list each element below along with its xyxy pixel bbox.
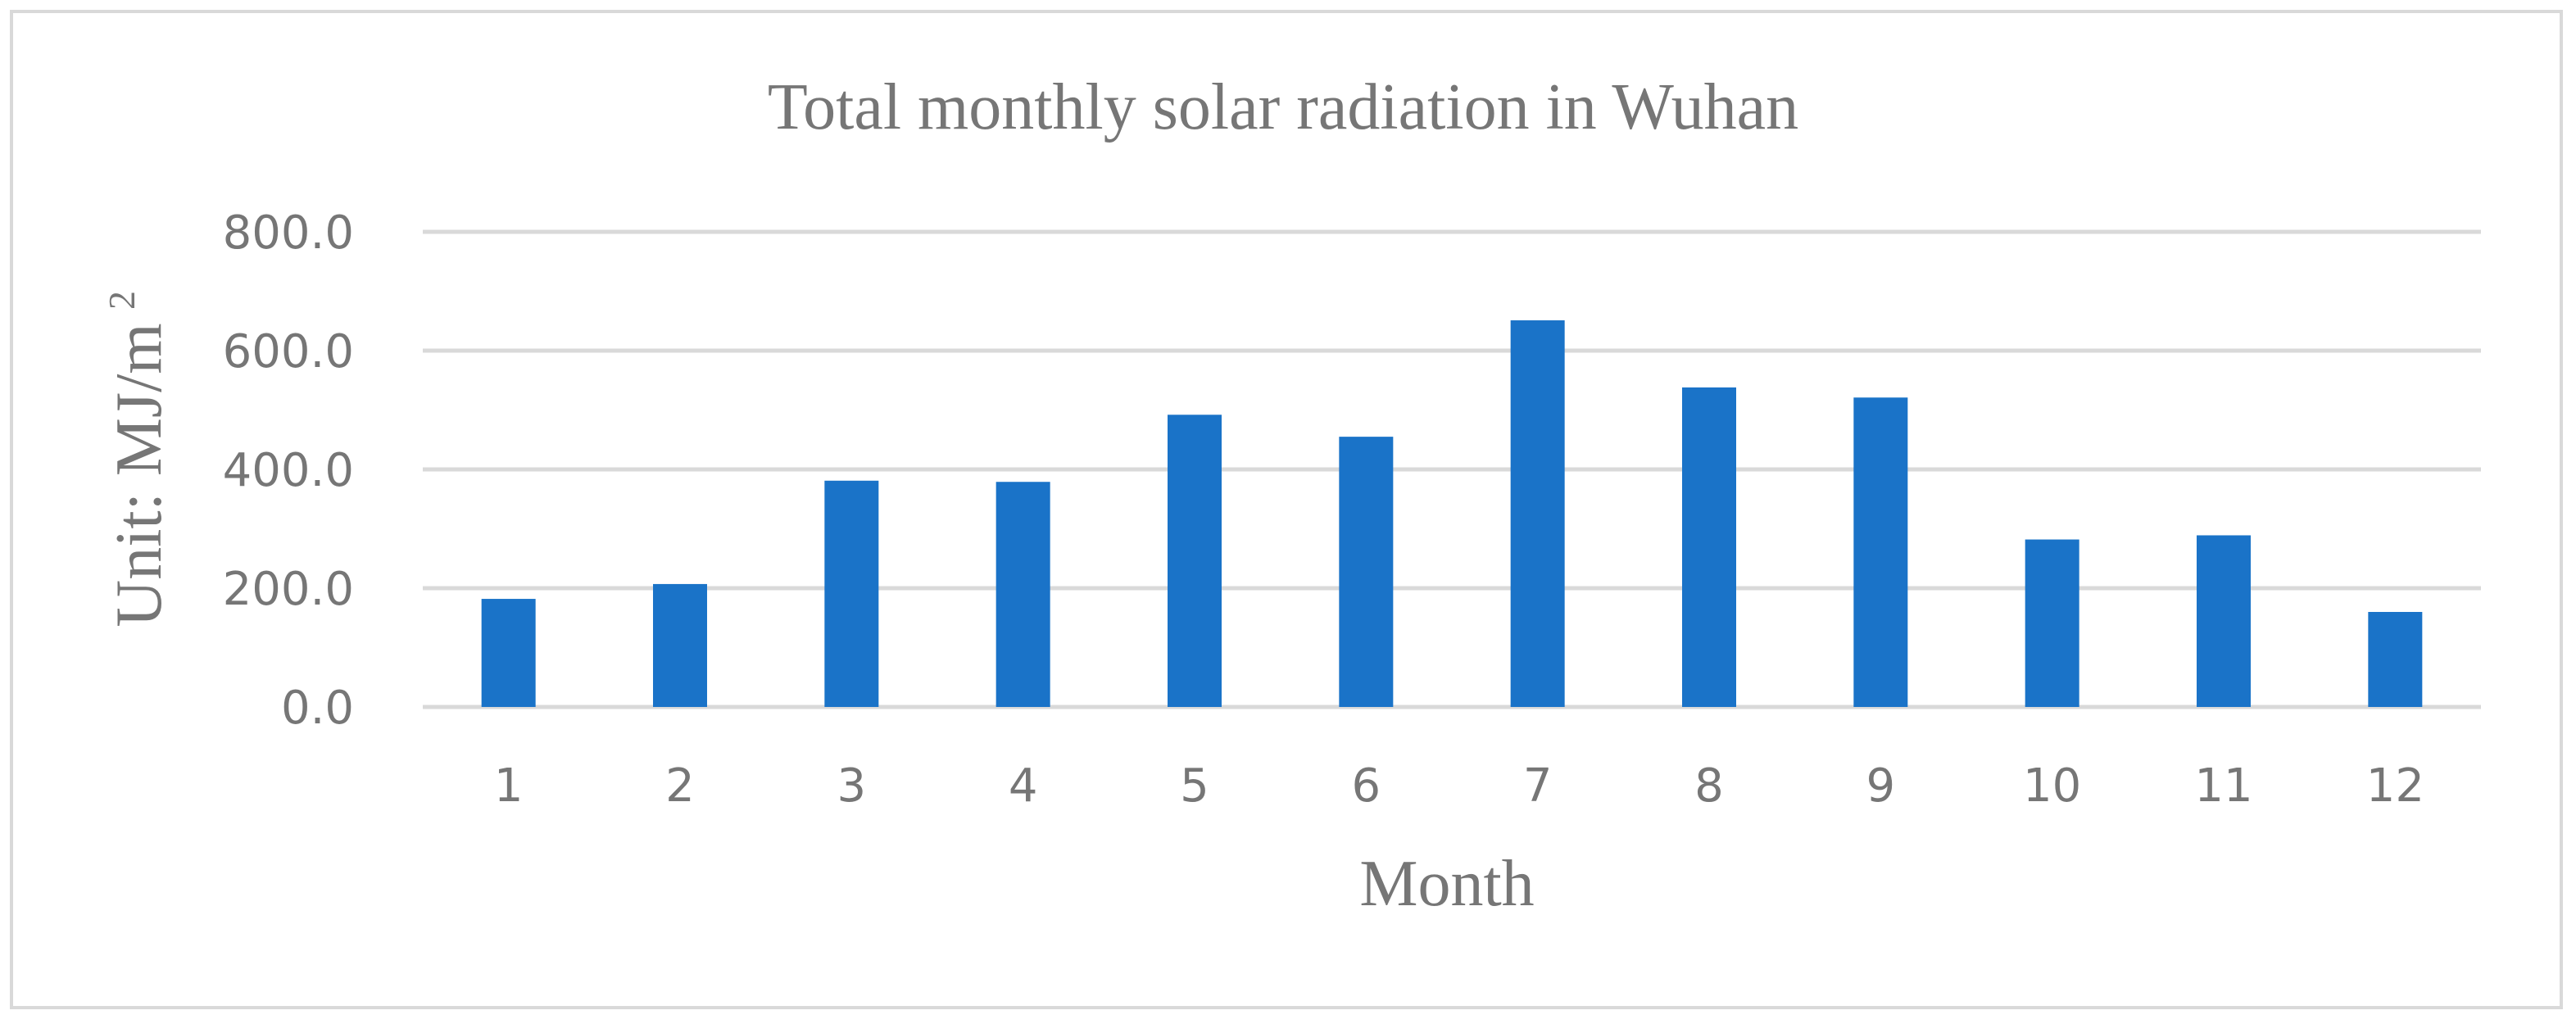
x-axis-title: Month	[1359, 848, 1534, 920]
bar-month-11	[2197, 535, 2251, 707]
x-tick-label: 3	[837, 759, 867, 813]
x-tick-label: 6	[1352, 759, 1381, 813]
bar-month-8	[1682, 387, 1736, 707]
y-tick-label: 600.0	[223, 325, 354, 378]
y-tick-label: 400.0	[223, 444, 354, 497]
y-axis-title-group: Unit: MJ/m 2	[101, 291, 175, 628]
x-tick-label: 11	[2194, 759, 2252, 813]
bar-month-10	[2025, 539, 2079, 707]
x-tick-label: 12	[2366, 759, 2424, 813]
bar-month-6	[1339, 437, 1394, 707]
x-tick-label: 9	[1866, 759, 1896, 813]
x-tick-label: 4	[1009, 759, 1038, 813]
x-tick-label: 8	[1694, 759, 1724, 813]
x-tick-label: 5	[1180, 759, 1209, 813]
chart-title: Total monthly solar radiation in Wuhan	[768, 71, 1798, 143]
bar-month-9	[1853, 397, 1908, 707]
x-tick-label: 2	[665, 759, 695, 813]
bar-month-1	[481, 599, 536, 707]
bar-month-3	[824, 480, 879, 707]
bar-month-2	[653, 583, 707, 707]
gridlines	[423, 229, 2481, 709]
y-axis-title: Unit: MJ/m	[103, 323, 175, 627]
bar-month-4	[995, 482, 1050, 707]
y-tick-label: 0.0	[281, 682, 354, 735]
bar-month-5	[1168, 415, 1222, 707]
y-axis-tick-labels: 0.0 200.0 400.0 600.0 800.0	[223, 206, 354, 735]
bars	[481, 320, 2423, 707]
y-tick-label: 800.0	[223, 206, 354, 260]
x-tick-label: 10	[2023, 759, 2081, 813]
y-tick-label: 200.0	[223, 563, 354, 616]
x-axis-tick-labels: 1 2 3 4 5 6 7 8 9 10 11 12	[494, 759, 2424, 813]
bar-month-12	[2368, 612, 2423, 707]
y-axis-title-superscript: 2	[101, 291, 143, 310]
x-tick-label: 7	[1523, 759, 1553, 813]
bar-month-7	[1510, 320, 1565, 707]
x-tick-label: 1	[494, 759, 524, 813]
chart-frame	[10, 10, 2563, 1009]
